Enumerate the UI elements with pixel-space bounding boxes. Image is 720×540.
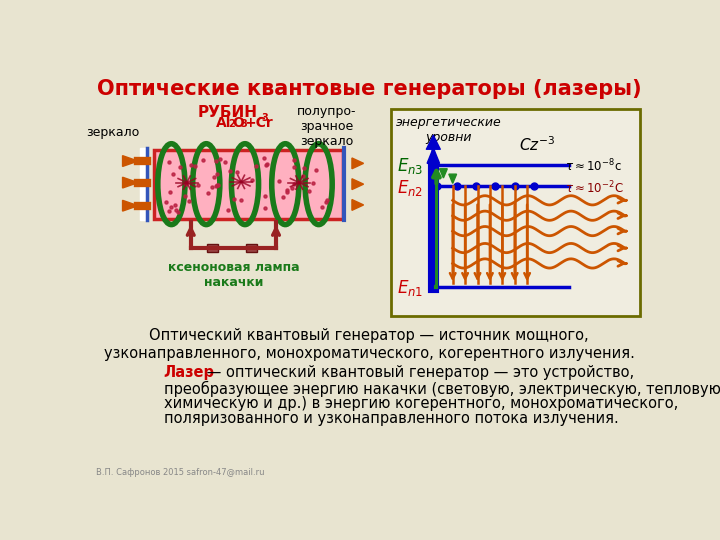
- Text: O: O: [232, 116, 243, 130]
- Bar: [391, 110, 640, 316]
- Polygon shape: [122, 156, 138, 166]
- Text: химическую и др.) в энергию когерентного, монохроматического,: химическую и др.) в энергию когерентного…: [163, 396, 678, 411]
- Text: -3: -3: [259, 113, 270, 123]
- Text: 2: 2: [228, 119, 235, 129]
- Polygon shape: [122, 200, 138, 211]
- Text: преобразующее энергию накачки (световую, электрическую, тепловую,: преобразующее энергию накачки (световую,…: [163, 381, 720, 397]
- Text: $\tau \approx 10^{-8}$c: $\tau \approx 10^{-8}$c: [565, 158, 622, 175]
- Text: энергетические
уровни: энергетические уровни: [396, 116, 502, 144]
- Bar: [153, 150, 343, 219]
- Bar: [246, 244, 256, 252]
- Text: $E_{n2}$: $E_{n2}$: [397, 178, 423, 198]
- Text: поляризованного и узконаправленного потока излучения.: поляризованного и узконаправленного пото…: [163, 411, 618, 426]
- Text: Оптический квантовый генератор — источник мощного,
узконаправленного, монохромат: Оптический квантовый генератор — источни…: [104, 328, 634, 361]
- Text: $E_{n1}$: $E_{n1}$: [397, 278, 423, 298]
- Polygon shape: [122, 177, 138, 188]
- Text: — оптический квантовый генератор — это устройство,: — оптический квантовый генератор — это у…: [202, 365, 634, 380]
- Text: +Cr: +Cr: [244, 116, 273, 130]
- Text: $Cz^{-3}$: $Cz^{-3}$: [518, 136, 555, 154]
- Text: $E_{n3}$: $E_{n3}$: [397, 157, 423, 177]
- Text: Лазер: Лазер: [163, 365, 215, 380]
- Text: ксеноновая лампа
накачки: ксеноновая лампа накачки: [168, 261, 300, 289]
- Text: $\tau \approx 10^{-2}$C: $\tau \approx 10^{-2}$C: [565, 180, 624, 197]
- Text: Al: Al: [215, 116, 231, 130]
- Polygon shape: [352, 179, 364, 190]
- Polygon shape: [352, 200, 364, 211]
- Bar: [140, 148, 148, 220]
- Text: Оптические квантовые генераторы (лазеры): Оптические квантовые генераторы (лазеры): [96, 79, 642, 99]
- Text: 3: 3: [240, 119, 247, 129]
- Polygon shape: [449, 174, 456, 184]
- Polygon shape: [427, 148, 439, 164]
- Polygon shape: [352, 158, 364, 168]
- Text: В.П. Сафронов 2015 safron-47@mail.ru: В.П. Сафронов 2015 safron-47@mail.ru: [96, 468, 265, 477]
- Text: зеркало: зеркало: [86, 126, 140, 139]
- Text: полупро-
зрачное
зеркало: полупро- зрачное зеркало: [297, 105, 356, 148]
- Bar: [207, 244, 218, 252]
- Text: РУБИН: РУБИН: [198, 105, 258, 120]
- Polygon shape: [439, 168, 447, 178]
